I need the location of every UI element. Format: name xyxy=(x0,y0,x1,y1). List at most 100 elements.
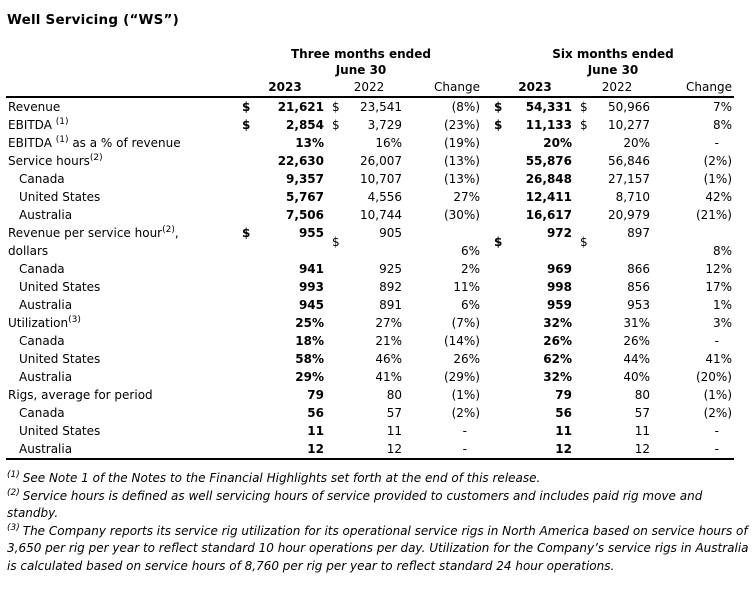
value-cell: 866 xyxy=(627,262,650,276)
table-bottom-rule xyxy=(6,458,734,460)
spacer-cell xyxy=(6,46,240,62)
value-cell: 9,357 xyxy=(286,172,324,186)
table-top-rule xyxy=(6,96,734,98)
footnote-ref: (1) xyxy=(55,117,69,127)
dollar-sign: $ xyxy=(332,235,340,249)
value-cell: 11 xyxy=(634,424,650,438)
change-cell: 6% xyxy=(460,244,480,258)
change-cell: (21%) xyxy=(695,208,732,222)
change-cell: 11% xyxy=(453,280,480,294)
value-cell: 29% xyxy=(295,370,324,384)
change-cell: 7% xyxy=(712,100,732,114)
column-spacer xyxy=(482,314,492,332)
row-label: Australia xyxy=(19,370,73,384)
value-cell: 891 xyxy=(379,298,402,312)
well-servicing-table: Three months ended Six months ended June… xyxy=(6,46,734,460)
column-spacer xyxy=(482,332,492,350)
value-cell: 80 xyxy=(634,388,650,402)
change-cell: - xyxy=(714,334,719,348)
value-cell: 57 xyxy=(634,406,650,420)
change-cell: (13%) xyxy=(443,154,480,168)
column-spacer xyxy=(482,134,492,152)
value-cell: $905 xyxy=(332,226,402,249)
value-cell: 40% xyxy=(623,370,650,384)
change-cell: 2% xyxy=(460,262,480,276)
value-cell: 57 xyxy=(386,406,402,420)
value-cell: $54,331 xyxy=(494,100,572,114)
footnote-marker: (1) xyxy=(7,470,20,480)
change-cell: (23%) xyxy=(443,118,480,132)
change-cell: (2%) xyxy=(703,406,732,420)
value-cell: 12 xyxy=(555,442,572,456)
value-cell: 80 xyxy=(386,388,402,402)
change-cell: 12% xyxy=(705,262,732,276)
column-header-change: Change xyxy=(434,80,480,94)
value-cell: 46% xyxy=(375,352,402,366)
change-cell: (14%) xyxy=(443,334,480,348)
footnote-ref: (2) xyxy=(89,153,103,163)
dollar-sign: $ xyxy=(242,100,251,114)
dollar-sign: $ xyxy=(494,235,503,249)
value-cell: 993 xyxy=(298,280,324,294)
value-cell: 945 xyxy=(298,298,324,312)
value-cell: 79 xyxy=(555,388,572,402)
dollar-sign: $ xyxy=(332,118,340,132)
value-cell: 20,979 xyxy=(608,208,650,222)
column-spacer xyxy=(482,188,492,206)
document-page: Well Servicing (“WS”) Three months ended… xyxy=(6,12,749,573)
value-cell: 58% xyxy=(295,352,324,366)
row-label: EBITDA (1) as a % of revenue xyxy=(8,135,181,151)
value-cell: 953 xyxy=(627,298,650,312)
row-label: EBITDA (1) xyxy=(8,117,69,133)
value-cell: 8,710 xyxy=(615,190,650,204)
column-spacer xyxy=(482,368,492,386)
value-cell: 11 xyxy=(386,424,402,438)
change-cell: - xyxy=(714,442,719,456)
value-cell: 941 xyxy=(298,262,324,276)
column-header-2022: 2022 xyxy=(353,80,385,94)
dollar-sign: $ xyxy=(580,100,588,114)
value-cell: 20% xyxy=(543,136,572,150)
column-header-2023: 2023 xyxy=(268,80,302,94)
column-spacer xyxy=(482,422,492,440)
value-cell: 62% xyxy=(543,352,572,366)
row-label: United States xyxy=(19,424,101,438)
group-subtitle-june30: June 30 xyxy=(587,63,639,77)
change-cell: - xyxy=(462,442,467,456)
row-label: Australia xyxy=(19,298,73,312)
change-cell: 6% xyxy=(460,298,480,312)
value-cell: 10,707 xyxy=(360,172,402,186)
change-cell: 8% xyxy=(712,244,732,258)
value-cell: 925 xyxy=(379,262,402,276)
change-cell: (1%) xyxy=(703,388,732,402)
spacer-cell xyxy=(6,62,240,78)
value-cell: $955 xyxy=(242,226,324,240)
value-cell: 16,617 xyxy=(525,208,572,222)
column-spacer xyxy=(482,206,492,224)
dollar-sign: $ xyxy=(494,118,503,132)
row-label: Australia xyxy=(19,442,73,456)
footnote-text: See Note 1 of the Notes to the Financial… xyxy=(22,471,541,485)
value-cell: $2,854 xyxy=(242,118,324,132)
column-header-2022: 2022 xyxy=(601,80,633,94)
value-cell: 56,846 xyxy=(608,154,650,168)
change-cell: 27% xyxy=(453,190,480,204)
value-cell: 26% xyxy=(543,334,572,348)
change-cell: 1% xyxy=(712,298,732,312)
value-cell: 26,007 xyxy=(360,154,402,168)
dollar-sign: $ xyxy=(580,118,588,132)
value-cell: 12 xyxy=(307,442,324,456)
footnote-ref: (1) xyxy=(55,135,69,145)
column-spacer xyxy=(482,260,492,278)
value-cell: 26,848 xyxy=(525,172,572,186)
value-cell: 25% xyxy=(295,316,324,330)
value-cell: 44% xyxy=(623,352,650,366)
value-cell: $3,729 xyxy=(332,118,402,132)
column-spacer xyxy=(482,152,492,170)
change-cell: - xyxy=(462,424,467,438)
footnote-text: The Company reports its service rig util… xyxy=(7,523,749,573)
value-cell: 18% xyxy=(295,334,324,348)
footnote-text: Service hours is defined as well servici… xyxy=(7,488,703,521)
footnote-ref: (2) xyxy=(162,225,175,235)
footnote-2: (2) Service hours is defined as well serv… xyxy=(7,488,749,523)
